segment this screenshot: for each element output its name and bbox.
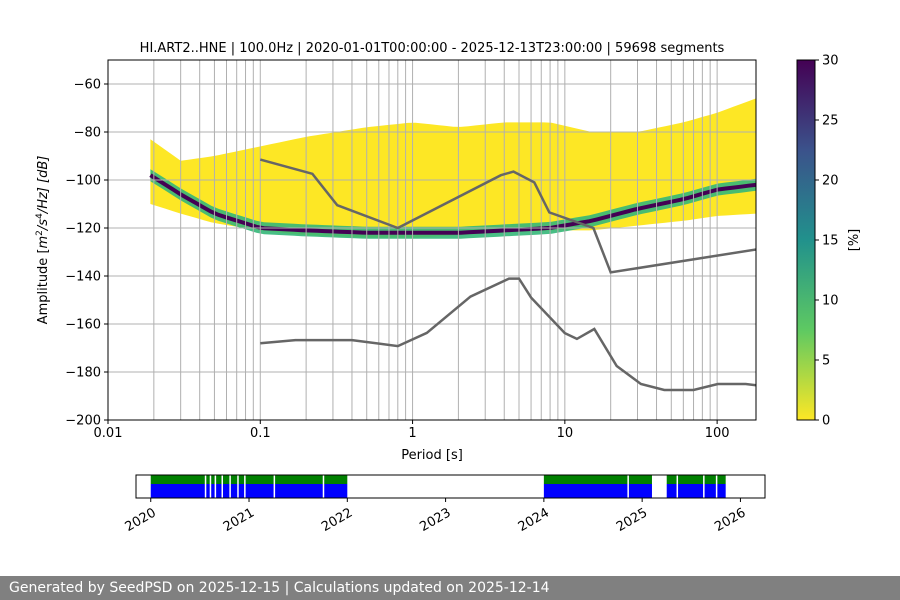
availability-gap [204,475,207,498]
footer-text: Generated by SeedPSD on 2025-12-15 | Cal… [9,580,550,596]
footer-bar: Generated by SeedPSD on 2025-12-15 | Cal… [0,576,900,600]
x-tick-label: 1 [408,426,416,441]
axes: 0.01 0.1 1 10 100 −200 −180 −160 −140 −120 −100 −80… [65,78,729,442]
y-tick-label: −100 [65,174,101,189]
density-layer [149,98,756,239]
colorbar-tick-label: 5 [822,354,830,369]
availability-gap [322,475,325,498]
x-tick-label: 10 [557,426,574,441]
timeline-tick-label: 2024 [516,505,552,535]
colorbar-tick-label: 0 [822,414,830,429]
availability-gap [715,475,718,498]
colorbar [796,59,816,421]
chart-title: HI.ART2..HNE | 100.0Hz | 2020-01-01T00:0… [140,41,725,56]
availability-gap [237,475,239,498]
x-tick-label: 0.01 [94,426,123,441]
x-tick-label: 100 [705,426,730,441]
availability-green-bar [543,475,652,484]
timeline-tick-label: 2022 [319,505,355,535]
timeline-ticks: 2020 2021 2022 2023 2024 2025 2026 [123,498,748,535]
y-tick-label: −120 [65,222,101,237]
availability-gap [221,475,224,498]
colorbar-tick-label: 15 [822,234,839,249]
y-tick-label: −60 [74,78,101,93]
density-mode-band [150,169,756,239]
availability-gap [627,475,629,498]
availability-blue-bar [666,484,726,498]
availability-green-bar [666,475,726,484]
colorbar-tick-label: 10 [822,294,839,309]
y-tick-label: −180 [65,366,101,381]
x-tick-label: 0.1 [250,426,271,441]
y-tick-label: −80 [74,126,101,141]
plot-frame [107,59,757,421]
timeline-tick-label: 2020 [123,505,159,535]
availability-gap [209,475,212,498]
availability-gap [703,475,705,498]
availability-blue-bar [543,484,652,498]
plot-background [108,60,756,420]
availability-gap [273,475,276,498]
colorbar-label: [%] [847,229,862,252]
availability-green-bar [150,475,348,484]
availability-gap [229,475,231,498]
availability-timeline [150,475,726,498]
psd-figure: HI.ART2..HNE | 100.0Hz | 2020-01-01T00:0… [35,41,862,535]
y-axis-label: Amplitude [m2/s4/Hz] [dB] [35,156,51,325]
availability-gap [676,475,679,498]
timeline-tick-label: 2026 [712,505,748,535]
noise-models [259,158,756,392]
colorbar-ticks: 0 5 10 15 20 25 30 [815,54,839,429]
y-tick-label: −200 [65,414,101,429]
availability-blue-bar [150,484,348,498]
x-axis-label: Period [s] [401,448,463,463]
colorbar-tick-label: 20 [822,174,839,189]
timeline-tick-label: 2023 [417,505,453,535]
timeline-tick-label: 2025 [614,505,650,535]
density-envelope [150,98,756,238]
availability-gap [244,475,246,498]
timeline-tick-label: 2021 [221,505,257,535]
y-tick-label: −160 [65,318,101,333]
colorbar-tick-label: 30 [822,54,839,69]
y-tick-label: −140 [65,270,101,285]
noise-model-nhnm [259,158,756,274]
colorbar-tick-label: 25 [822,114,839,129]
timeline-frame [135,474,766,499]
availability-gap [214,475,217,498]
density-mode-line [149,173,756,235]
noise-model-nlnm [260,277,756,392]
